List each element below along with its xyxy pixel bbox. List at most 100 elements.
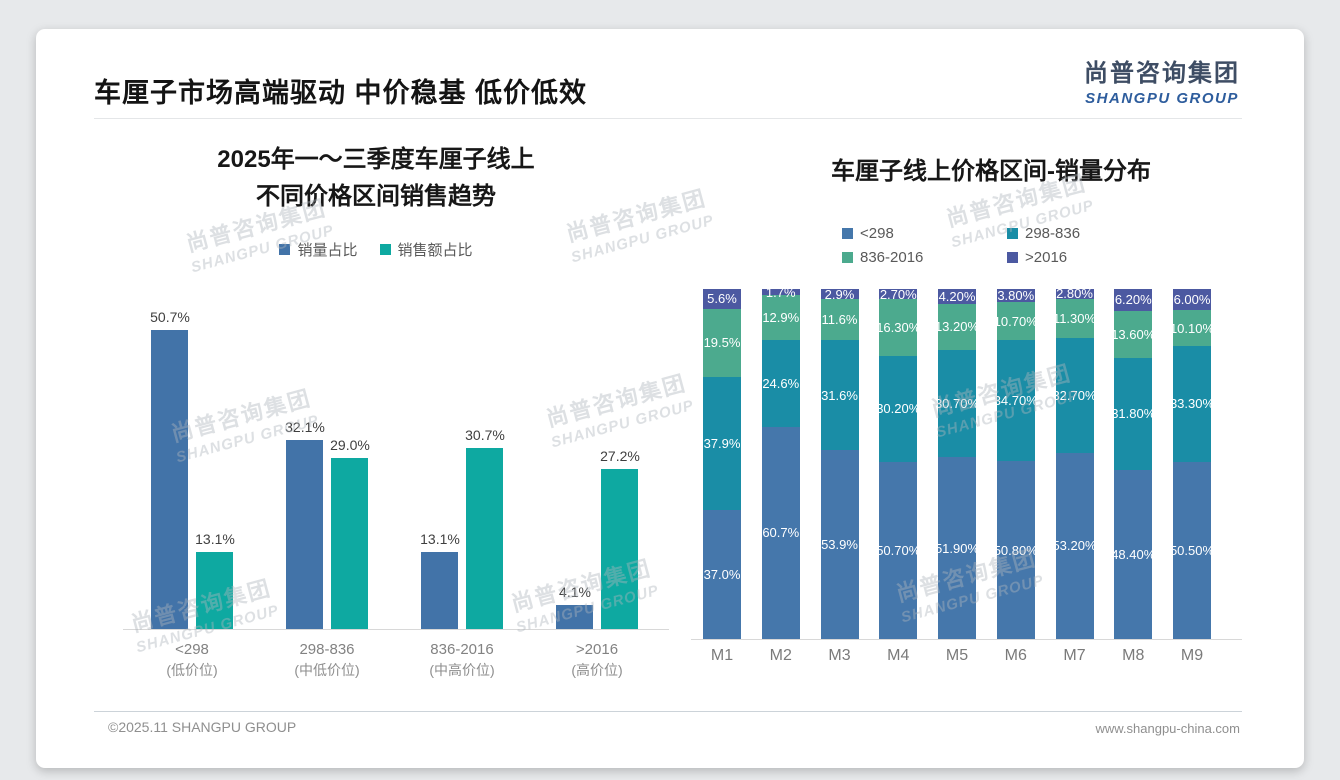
bar-value-label: 13.1%	[420, 531, 460, 547]
category-label-sub: (中低价位)	[294, 662, 360, 678]
right-chart-title: 车厘子线上价格区间-销量分布	[831, 158, 1151, 185]
stack-segment: 53.20%	[1052, 452, 1097, 639]
stack-segment: 10.10%	[1170, 310, 1214, 346]
left-chart-axis-line	[123, 629, 669, 630]
stack-segment: 50.70%	[876, 461, 920, 639]
stack-segment: 53.9%	[820, 450, 859, 639]
category-label: 836-2016 (中高价位)	[397, 639, 527, 681]
legend-item: <298	[842, 225, 1007, 242]
month-label: M6	[1004, 647, 1027, 664]
month-label: M1	[710, 647, 734, 664]
legend-color-chip	[1007, 228, 1018, 239]
segment-value-label: 53.20%	[1052, 538, 1097, 554]
segment-value-label: 60.7%	[762, 525, 800, 541]
bar	[151, 330, 188, 629]
segment-value-label: 2.70%	[879, 286, 917, 302]
stack-segment: 60.7%	[761, 426, 800, 639]
stack-segment: 48.40%	[1111, 469, 1156, 639]
segment-value-label: 10.70%	[993, 313, 1038, 329]
stack-segment: 13.60%	[1111, 310, 1155, 359]
logo-chinese-text: 尚普咨询集团	[1084, 60, 1240, 87]
segment-value-label: 24.6%	[762, 376, 800, 392]
footer-website: www.shangpu-china.com	[1095, 721, 1240, 736]
category-label-main: 836-2016	[430, 641, 494, 658]
stack-segment: 3.80%	[996, 288, 1035, 303]
right-chart-axis-line	[691, 639, 1242, 640]
month-label: M4	[887, 647, 910, 664]
slide-card: 车厘子市场高端驱动 中价稳基 低价低效 尚普咨询集团 SHANGPU GROUP…	[36, 29, 1304, 768]
stack-segment: 24.6%	[761, 340, 800, 427]
category-label-sub: (中高价位)	[429, 662, 495, 678]
bar-value-label: 30.7%	[465, 427, 505, 443]
bar	[556, 605, 593, 629]
category-label-main: 298-836	[299, 641, 355, 658]
segment-value-label: 48.40%	[1111, 546, 1156, 562]
legend-color-chip	[842, 228, 853, 239]
segment-value-label: 1.7%	[765, 284, 796, 300]
legend-item: >2016	[1007, 249, 1172, 266]
stack-segment: 32.70%	[1052, 338, 1097, 453]
category-label: >2016 (高价位)	[532, 639, 662, 681]
segment-value-label: 30.20%	[876, 401, 921, 417]
bar-value-label: 13.1%	[195, 531, 235, 547]
stack-segment: 6.00%	[1173, 289, 1211, 311]
segment-value-label: 2.80%	[1056, 286, 1093, 302]
bar	[421, 552, 458, 629]
bar	[466, 448, 503, 629]
legend-color-chip	[279, 244, 291, 255]
legend-item-label: 298-836	[1025, 225, 1081, 242]
title-divider	[94, 118, 1242, 119]
logo-english-text: SHANGPU GROUP	[1085, 90, 1239, 107]
legend-item: 298-836	[1007, 225, 1172, 242]
segment-value-label: 31.80%	[1111, 406, 1156, 422]
category-label-sub: (高价位)	[571, 662, 623, 678]
stack-segment: 4.20%	[938, 289, 976, 304]
stack-segment: 30.70%	[934, 349, 980, 458]
segment-value-label: 11.30%	[1052, 311, 1097, 327]
legend-item-label: 销量占比	[297, 242, 358, 259]
stack-segment: 19.5%	[703, 308, 741, 377]
legend-item: 销量占比	[279, 239, 358, 260]
segment-value-label: 6.20%	[1114, 292, 1152, 308]
legend-item-label: >2016	[1025, 249, 1068, 266]
left-chart-plot: 50.7% 32.1% 13.1% 4.1% 13.1% 29.0% 30.7% 27.2%	[125, 299, 667, 629]
page-title: 车厘子市场高端驱动 中价稳基 低价低效	[94, 78, 588, 108]
stack-segment: 31.80%	[1111, 358, 1156, 470]
stack-segment: 34.70%	[994, 339, 1038, 462]
stack-segment: 5.6%	[703, 289, 741, 309]
legend-color-chip	[842, 252, 853, 263]
legend-color-chip	[1007, 252, 1018, 263]
segment-value-label: 6.00%	[1173, 292, 1211, 308]
stack-segment: 1.7%	[761, 285, 800, 300]
segment-value-label: 37.0%	[703, 566, 741, 582]
left-chart-title: 2025年一～三季度车厘子线上 不同价格区间销售趋势	[166, 141, 586, 215]
segment-value-label: 50.80%	[993, 542, 1038, 558]
segment-value-label: 16.30%	[876, 319, 921, 335]
bar-value-label: 29.0%	[330, 437, 370, 453]
segment-value-label: 5.6%	[707, 291, 737, 307]
category-label-main: <298	[175, 641, 209, 658]
left-chart-legend: 销量占比 销售额占比	[166, 239, 586, 260]
stack-segment: 12.9%	[761, 295, 800, 341]
bar	[331, 458, 368, 629]
segment-value-label: 2.9%	[824, 286, 855, 302]
segment-value-label: 31.6%	[821, 387, 858, 403]
segment-value-label: 30.70%	[934, 396, 980, 412]
category-label-sub: (低价位)	[166, 662, 218, 678]
segment-value-label: 51.90%	[934, 540, 980, 556]
month-label: M2	[769, 647, 792, 664]
month-label: M9	[1180, 647, 1204, 664]
right-chart-plot: 37.0% 37.9% 19.5% 5.6% 60.7% 24.6% 12.9% 1.7% 53…	[693, 285, 1240, 639]
segment-value-label: 32.70%	[1052, 388, 1097, 404]
legend-item: 836-2016	[842, 249, 1007, 266]
watermark-english: SHANGPU GROUP	[569, 211, 716, 267]
bar	[601, 469, 638, 629]
stack-segment: 2.70%	[879, 287, 918, 302]
left-chart-title-line2: 不同价格区间销售趋势	[256, 183, 496, 210]
legend-item-label: 销售额占比	[397, 242, 473, 259]
segment-value-label: 19.5%	[703, 335, 741, 351]
stack-segment: 31.6%	[820, 339, 859, 451]
bar-value-label: 50.7%	[150, 309, 190, 325]
legend-item: 销售额占比	[379, 239, 473, 260]
legend-item-label: <298	[860, 225, 894, 242]
